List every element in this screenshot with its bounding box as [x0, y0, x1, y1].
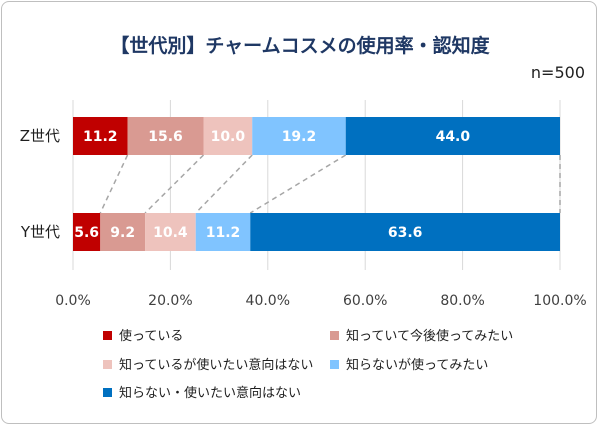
bar-segment: [252, 117, 346, 155]
bar-segment: [203, 117, 253, 155]
data-label: 44.0: [436, 129, 471, 145]
category-label: Z世代: [20, 127, 60, 145]
legend-label: 知っているが使いたい意向はない: [119, 357, 313, 373]
data-label: 9.2: [110, 225, 135, 241]
data-label: 11.2: [206, 225, 241, 241]
legend-label: 知らない・使いたい意向はない: [119, 385, 301, 401]
data-label: 11.2: [83, 129, 118, 145]
data-label: 15.6: [148, 129, 183, 145]
bar-segment: [73, 117, 128, 155]
bar-segment: [73, 213, 101, 251]
x-tick-label: 40.0%: [246, 293, 290, 309]
legend-swatch: [103, 331, 112, 340]
legend-label: 知らないが使ってみたい: [346, 357, 488, 373]
chart-title: 【世代別】チャームコスメの使用率・認知度: [110, 34, 490, 57]
bar-segment: [145, 213, 196, 251]
category-label: Y世代: [20, 223, 60, 241]
x-tick-label: 0.0%: [55, 293, 91, 309]
x-tick-label: 20.0%: [148, 293, 192, 309]
series-line: [249, 154, 347, 214]
data-label: 10.0: [211, 129, 246, 145]
x-tick-label: 60.0%: [343, 293, 387, 309]
series-line: [99, 154, 129, 214]
series-line: [195, 154, 253, 214]
legend-swatch: [103, 360, 112, 369]
sample-size: n=500: [531, 63, 585, 82]
data-label: 5.6: [74, 225, 99, 241]
x-tick-label: 100.0%: [533, 293, 586, 309]
data-label: 10.4: [153, 225, 188, 241]
bar-segment: [127, 117, 204, 155]
x-tick-label: 80.0%: [440, 293, 484, 309]
series-line: [144, 154, 205, 214]
bar-segment: [195, 213, 251, 251]
legend-swatch: [330, 331, 339, 340]
legend-label: 使っている: [119, 328, 183, 344]
legend-label: 知っていて今後使ってみたい: [346, 328, 513, 344]
legend-swatch: [330, 360, 339, 369]
data-label: 63.6: [388, 225, 423, 241]
bar-segment: [250, 213, 560, 251]
bar-segment: [345, 117, 560, 155]
bar-segment: [100, 213, 146, 251]
data-label: 19.2: [282, 129, 317, 145]
legend-swatch: [103, 388, 112, 397]
